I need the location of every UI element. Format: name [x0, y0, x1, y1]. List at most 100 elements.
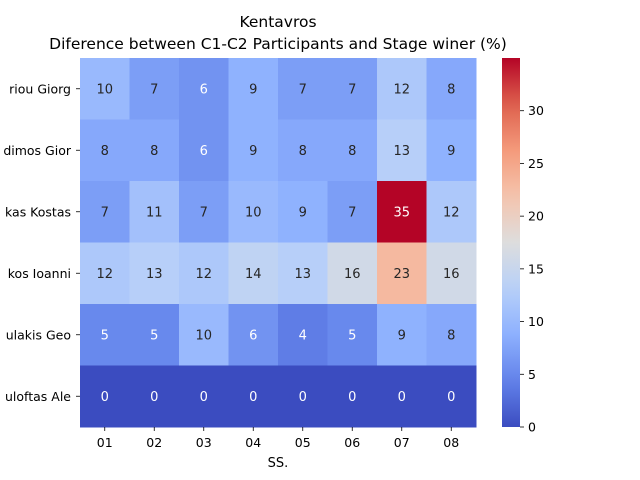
- cell-value-label: 10: [195, 328, 212, 343]
- cell-value-label: 7: [348, 82, 356, 97]
- cell-value-label: 8: [447, 82, 455, 97]
- cell-value-label: 13: [294, 267, 311, 282]
- heatmap-cell: [278, 304, 328, 366]
- heatmap-cell: [327, 304, 378, 366]
- heatmap-cell: [228, 242, 279, 305]
- heatmap-cell: [228, 119, 279, 182]
- heatmap-cell: [80, 119, 130, 182]
- cell-value-label: 9: [398, 328, 406, 343]
- cell-value-label: 4: [299, 328, 307, 343]
- colorbar-tick-label: 5: [528, 367, 536, 382]
- cell-value-label: 13: [393, 144, 410, 159]
- cell-value-label: 0: [398, 390, 406, 405]
- cell-value-label: 11: [146, 205, 163, 220]
- heatmap-cell: [129, 119, 180, 182]
- heatmap-cell: [377, 58, 427, 120]
- heatmap-cell: [327, 365, 378, 428]
- heatmap-cell: [278, 242, 328, 305]
- cell-value-label: 7: [200, 205, 208, 220]
- heatmap-cell: [377, 181, 427, 243]
- cell-value-label: 12: [96, 267, 113, 282]
- colorbar-tick-label: 30: [528, 103, 544, 118]
- heatmap-cell: [129, 304, 180, 366]
- cell-value-label: 9: [249, 82, 257, 97]
- heatmap-cell: [327, 58, 378, 120]
- cell-value-label: 16: [443, 267, 460, 282]
- heatmap-cell: [129, 58, 180, 120]
- cell-value-label: 23: [393, 267, 410, 282]
- heatmap-cell: [80, 58, 130, 120]
- colorbar-tick-label: 25: [528, 156, 544, 171]
- heatmap-cell: [327, 242, 378, 305]
- x-tick-label: 08: [443, 435, 459, 450]
- heatmap-cell: [426, 181, 477, 243]
- cell-value-label: 16: [344, 267, 361, 282]
- heatmap-cell: [80, 181, 130, 243]
- heatmap-cell: [426, 119, 477, 182]
- heatmap-cell: [426, 365, 477, 428]
- cell-value-label: 35: [393, 205, 410, 220]
- heatmap-cell: [129, 181, 180, 243]
- cell-value-label: 7: [299, 82, 307, 97]
- x-tick-label: 07: [394, 435, 410, 450]
- y-axis: riou Giorg dimos Gior kas Kostas kos Ioanni…: [3, 81, 80, 404]
- cell-value-label: 8: [348, 144, 356, 159]
- cell-value-label: 7: [348, 205, 356, 220]
- heatmap-cell: [179, 181, 229, 243]
- cell-value-label: 8: [150, 144, 158, 159]
- heatmap-cell: [228, 365, 279, 428]
- y-tick-label: dimos Gior: [3, 143, 72, 158]
- heatmap-cell: [179, 119, 229, 182]
- colorbar-tick-label: 15: [528, 261, 544, 276]
- chart-title: Kentavros: [239, 13, 316, 31]
- x-tick-label: 03: [196, 435, 212, 450]
- heatmap-cell: [80, 304, 130, 366]
- cell-value-label: 9: [447, 144, 455, 159]
- heatmap-cell: [426, 58, 477, 120]
- heatmap-cell: [179, 365, 229, 428]
- cell-value-label: 0: [447, 390, 455, 405]
- cell-value-label: 5: [150, 328, 158, 343]
- colorbar-tick-label: 20: [528, 209, 544, 224]
- y-tick-label: kas Kostas: [5, 204, 71, 219]
- x-axis: 01 02 03 04 05 06 07 08: [97, 427, 459, 450]
- heatmap-cell: [426, 304, 477, 366]
- cell-value-label: 0: [101, 390, 109, 405]
- x-tick-label: 02: [146, 435, 162, 450]
- heatmap-cell: [327, 181, 378, 243]
- heatmap-cell: [80, 365, 130, 428]
- x-tick-label: 01: [97, 435, 113, 450]
- cell-value-label: 7: [101, 205, 109, 220]
- heatmap-cell: [228, 58, 279, 120]
- heatmap-cell: [179, 242, 229, 305]
- cell-value-label: 10: [245, 205, 262, 220]
- heatmap-cell: [278, 181, 328, 243]
- cell-value-label: 12: [393, 82, 410, 97]
- heatmap-cell: [426, 242, 477, 305]
- cell-value-label: 13: [146, 267, 163, 282]
- heatmap-cell: [129, 242, 180, 305]
- cell-value-label: 6: [249, 328, 257, 343]
- cell-value-label: 0: [249, 390, 257, 405]
- cell-value-label: 0: [348, 390, 356, 405]
- chart-subtitle: Diference between C1-C2 Participants and…: [49, 35, 507, 53]
- cell-value-label: 0: [150, 390, 158, 405]
- heatmap-cell: [228, 181, 279, 243]
- cell-value-label: 9: [299, 205, 307, 220]
- heatmap-cell: [228, 304, 279, 366]
- heatmap-cell: [377, 304, 427, 366]
- cell-value-label: 5: [348, 328, 356, 343]
- heatmap-cells: 10 7 6 9 7 7 12 8 8 8 6 9 8 8 13 9 7 11 7 10 9 7 35 12 12 13 12 14 1…: [80, 58, 477, 428]
- heatmap-cell: [129, 365, 180, 428]
- y-tick-label: uloftas Ale: [5, 389, 71, 404]
- heatmap-cell: [278, 119, 328, 182]
- cell-value-label: 7: [150, 82, 158, 97]
- cell-value-label: 9: [249, 144, 257, 159]
- y-tick-label: ulakis Geo: [6, 327, 71, 342]
- colorbar-tick-label: 0: [528, 420, 536, 435]
- heatmap-cell: [80, 242, 130, 305]
- colorbar-tick-label: 10: [528, 314, 544, 329]
- heatmap-cell: [377, 365, 427, 428]
- heatmap-cell: [179, 58, 229, 120]
